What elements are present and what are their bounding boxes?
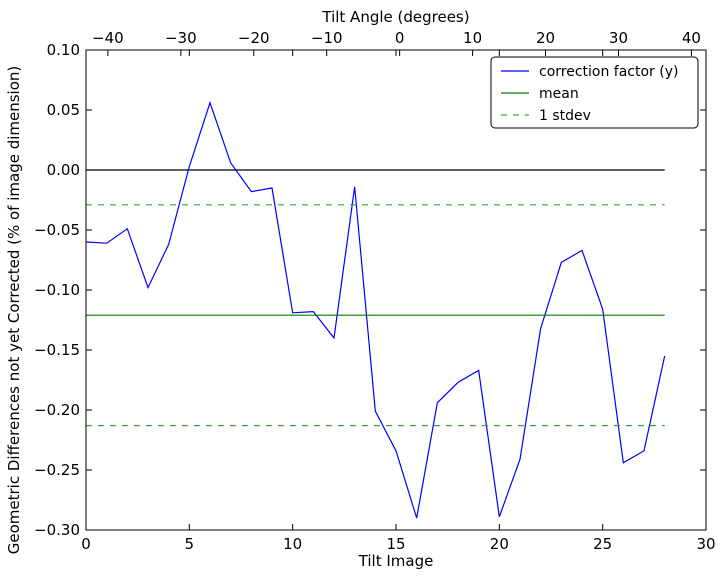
top-x-tick-label: 10 [463, 29, 482, 47]
top-x-tick-label: 0 [395, 29, 405, 47]
x-tick-label: 20 [490, 535, 509, 553]
legend-box [490, 56, 699, 129]
y-tick-label: −0.30 [34, 521, 80, 539]
y-tick-label: −0.25 [34, 461, 80, 479]
top-x-tick-label: 30 [609, 29, 628, 47]
y-tick-label: 0.00 [47, 161, 80, 179]
x-tick-label: 10 [283, 535, 302, 553]
top-x-tick-label: −40 [92, 29, 124, 47]
legend-label: 1 stdev [539, 108, 591, 124]
axis-ticks: 0 5 10 15 20 25 30 −40 −30 −20 −10 0 10 20 30 40 0.10 0.0… [34, 29, 716, 553]
x-tick-label: 0 [81, 535, 91, 553]
y-tick-label: −0.15 [34, 341, 80, 359]
y-tick-label: 0.05 [47, 101, 80, 119]
x-axis-title: Tilt Image [358, 552, 434, 570]
top-x-tick-label: 40 [682, 29, 701, 47]
legend-label: correction factor (y) [539, 64, 678, 80]
y-tick-label: −0.10 [34, 281, 80, 299]
legend-label: mean [539, 86, 579, 102]
top-x-axis-title: Tilt Angle (degrees) [321, 8, 469, 26]
y-tick-label: −0.20 [34, 401, 80, 419]
x-tick-label: 5 [185, 535, 195, 553]
top-x-tick-label: −30 [165, 29, 197, 47]
top-x-tick-label: −10 [311, 29, 343, 47]
x-tick-label: 30 [696, 535, 715, 553]
top-x-tick-label: 20 [536, 29, 555, 47]
y-axis-title: Geometric Differences not yet Corrected … [5, 66, 23, 555]
top-x-tick-label: −20 [238, 29, 270, 47]
x-tick-label: 25 [593, 535, 612, 553]
x-tick-label: 15 [386, 535, 405, 553]
y-tick-label: 0.10 [47, 41, 80, 59]
y-tick-label: −0.05 [34, 221, 80, 239]
legend: correction factor (y) mean 1 stdev [490, 56, 699, 129]
